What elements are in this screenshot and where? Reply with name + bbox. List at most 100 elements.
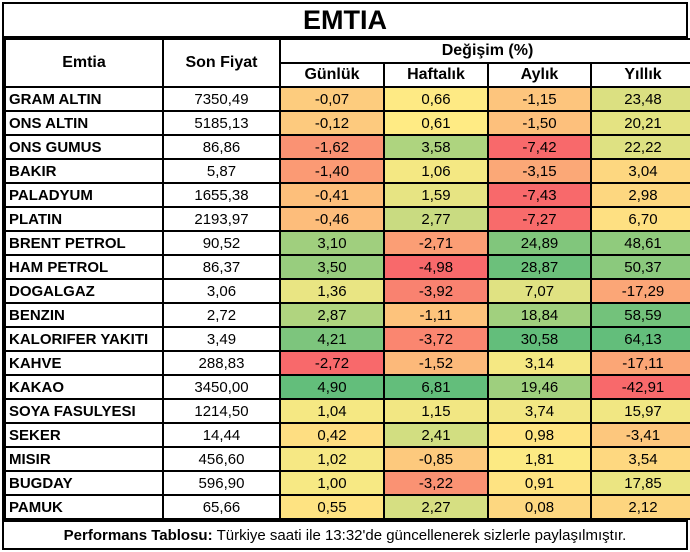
change-cell: 1,00 xyxy=(279,470,385,496)
change-cell: -3,92 xyxy=(383,278,489,304)
header-period-daily: Günlük xyxy=(279,62,385,88)
table-row: HAM PETROL 86,37 3,50 -4,98 28,87 50,37 xyxy=(4,254,690,280)
last-price-cell: 3,49 xyxy=(162,326,281,352)
change-cell: 23,48 xyxy=(589,86,690,112)
table-row: PLATIN 2193,97 -0,46 2,77 -7,27 6,70 xyxy=(4,206,690,232)
header-row-periods: Günlük Haftalık Aylık Yıllık xyxy=(5,62,690,88)
commodity-name-cell: GRAM ALTIN xyxy=(4,86,164,112)
commodity-name-cell: BRENT PETROL xyxy=(4,230,164,256)
change-cell: -0,41 xyxy=(279,182,385,208)
last-price-cell: 14,44 xyxy=(162,422,281,448)
commodity-name-cell: BAKIR xyxy=(4,158,164,184)
change-cell: 19,46 xyxy=(487,374,592,400)
table-row: KALORIFER YAKITI 3,49 4,21 -3,72 30,58 64,13 xyxy=(4,326,690,352)
commodity-name-cell: HAM PETROL xyxy=(4,254,164,280)
commodity-name-cell: MISIR xyxy=(4,446,164,472)
table-row: BRENT PETROL 90,52 3,10 -2,71 24,89 48,61 xyxy=(4,230,690,256)
change-cell: 3,58 xyxy=(383,134,489,160)
change-cell: 4,21 xyxy=(279,326,385,352)
table-row: GRAM ALTIN 7350,49 -0,07 0,66 -1,15 23,48 xyxy=(4,86,690,112)
header-period-weekly: Haftalık xyxy=(383,62,489,88)
commodity-name-cell: KAKAO xyxy=(4,374,164,400)
commodity-name-cell: BENZIN xyxy=(4,302,164,328)
change-cell: -3,15 xyxy=(487,158,592,184)
commodity-name-cell: ONS ALTIN xyxy=(4,110,164,136)
change-cell: 0,08 xyxy=(487,494,592,520)
change-cell: -1,15 xyxy=(487,86,592,112)
change-cell: 0,91 xyxy=(487,470,592,496)
change-cell: 2,87 xyxy=(279,302,385,328)
table-row: BUGDAY 596,90 1,00 -3,22 0,91 17,85 xyxy=(4,470,690,496)
last-price-cell: 2,72 xyxy=(162,302,281,328)
change-cell: 22,22 xyxy=(589,134,690,160)
table-row: PALADYUM 1655,38 -0,41 1,59 -7,43 2,98 xyxy=(4,182,690,208)
footer-label: Performans Tablosu: xyxy=(63,526,213,544)
change-cell: 2,77 xyxy=(383,206,489,232)
table-row: SOYA FASULYESI 1214,50 1,04 1,15 3,74 15,97 xyxy=(4,398,690,424)
last-price-cell: 5,87 xyxy=(162,158,281,184)
change-cell: 6,70 xyxy=(589,206,690,232)
change-cell: 50,37 xyxy=(589,254,690,280)
commodity-name-cell: SEKER xyxy=(4,422,164,448)
last-price-cell: 86,86 xyxy=(162,134,281,160)
change-cell: -3,22 xyxy=(383,470,489,496)
change-cell: 2,41 xyxy=(383,422,489,448)
change-cell: -0,46 xyxy=(279,206,385,232)
change-cell: -1,50 xyxy=(487,110,592,136)
change-cell: 2,12 xyxy=(589,494,690,520)
last-price-cell: 5185,13 xyxy=(162,110,281,136)
change-cell: -1,62 xyxy=(279,134,385,160)
last-price-cell: 86,37 xyxy=(162,254,281,280)
change-cell: 28,87 xyxy=(487,254,592,280)
change-cell: 0,55 xyxy=(279,494,385,520)
commodity-name-cell: KALORIFER YAKITI xyxy=(4,326,164,352)
change-cell: 15,97 xyxy=(589,398,690,424)
last-price-cell: 65,66 xyxy=(162,494,281,520)
change-cell: 30,58 xyxy=(487,326,592,352)
change-cell: 3,04 xyxy=(589,158,690,184)
change-cell: -2,71 xyxy=(383,230,489,256)
change-cell: 1,04 xyxy=(279,398,385,424)
change-cell: -1,11 xyxy=(383,302,489,328)
change-cell: 0,66 xyxy=(383,86,489,112)
change-cell: -0,85 xyxy=(383,446,489,472)
change-cell: 20,21 xyxy=(589,110,690,136)
change-cell: -0,12 xyxy=(279,110,385,136)
change-cell: 17,85 xyxy=(589,470,690,496)
last-price-cell: 3450,00 xyxy=(162,374,281,400)
change-cell: -3,41 xyxy=(589,422,690,448)
change-cell: 4,90 xyxy=(279,374,385,400)
change-cell: 6,81 xyxy=(383,374,489,400)
change-cell: 3,50 xyxy=(279,254,385,280)
change-cell: 3,74 xyxy=(487,398,592,424)
table-row: DOGALGAZ 3,06 1,36 -3,92 7,07 -17,29 xyxy=(4,278,690,304)
last-price-cell: 288,83 xyxy=(162,350,281,376)
change-cell: 18,84 xyxy=(487,302,592,328)
table-row: ONS GUMUS 86,86 -1,62 3,58 -7,42 22,22 xyxy=(4,134,690,160)
last-price-cell: 456,60 xyxy=(162,446,281,472)
table-row: KAHVE 288,83 -2,72 -1,52 3,14 -17,11 xyxy=(4,350,690,376)
change-cell: 3,14 xyxy=(487,350,592,376)
commodity-name-cell: KAHVE xyxy=(4,350,164,376)
change-cell: 48,61 xyxy=(589,230,690,256)
change-cell: -2,72 xyxy=(279,350,385,376)
change-cell: 7,07 xyxy=(487,278,592,304)
commodity-name-cell: ONS GUMUS xyxy=(4,134,164,160)
change-cell: -3,72 xyxy=(383,326,489,352)
change-cell: -17,11 xyxy=(589,350,690,376)
change-cell: 64,13 xyxy=(589,326,690,352)
commodity-name-cell: PLATIN xyxy=(4,206,164,232)
header-commodity: Emtia xyxy=(4,38,164,88)
footer-text: Türkiye saati ile 13:32'de güncellenerek… xyxy=(216,526,627,544)
change-cell: 0,98 xyxy=(487,422,592,448)
change-cell: 1,06 xyxy=(383,158,489,184)
commodity-name-cell: PALADYUM xyxy=(4,182,164,208)
last-price-cell: 1214,50 xyxy=(162,398,281,424)
change-cell: 0,42 xyxy=(279,422,385,448)
commodity-table: Emtia Son Fiyat Değişim (%) Günlük Hafta… xyxy=(4,38,690,520)
last-price-cell: 596,90 xyxy=(162,470,281,496)
change-cell: -42,91 xyxy=(589,374,690,400)
page-title: EMTIA xyxy=(4,4,686,38)
change-cell: 2,98 xyxy=(589,182,690,208)
change-cell: -1,40 xyxy=(279,158,385,184)
